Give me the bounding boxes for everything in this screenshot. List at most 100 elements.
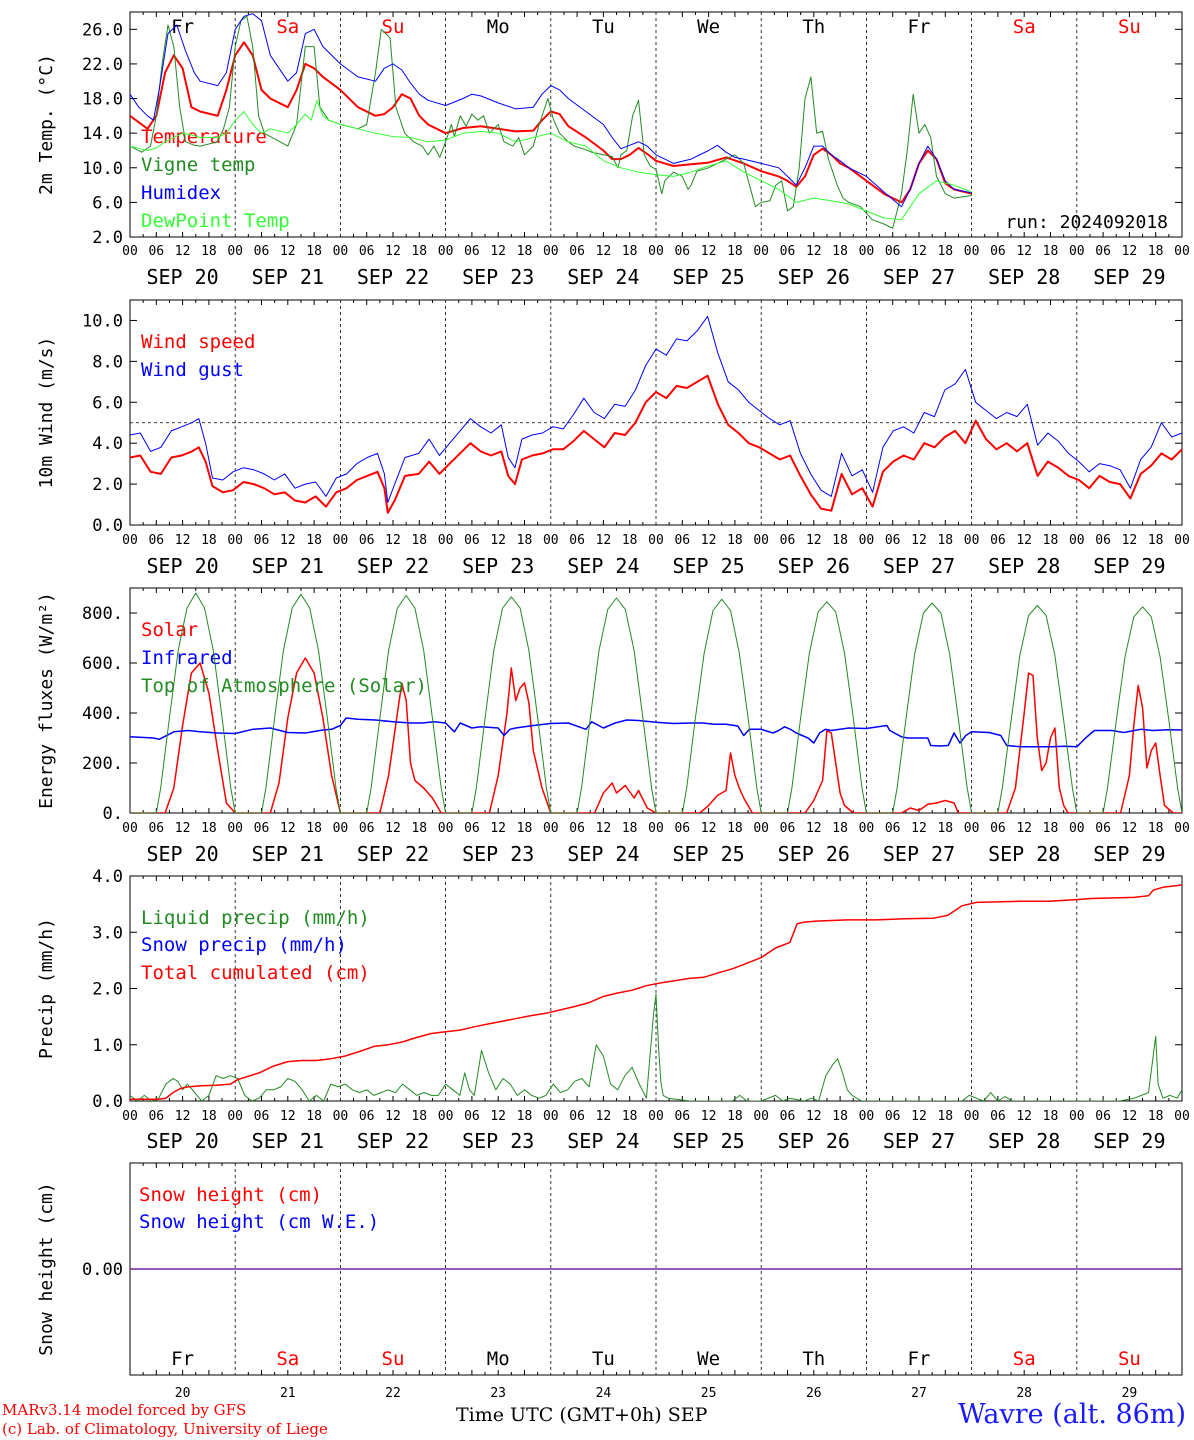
wind-hour-label: 18 xyxy=(1148,533,1164,548)
run-label: run: 2024092018 xyxy=(1005,212,1168,233)
wind-date-label: SEP 29 xyxy=(1093,554,1165,578)
flux-hour-label: 06 xyxy=(1095,821,1111,836)
snow-day-number: 20 xyxy=(175,1386,191,1401)
temp-hour-label: 12 xyxy=(280,244,296,259)
temp-hour-label: 06 xyxy=(780,244,796,259)
wind-hour-label: 12 xyxy=(596,533,612,548)
flux-hour-label: 06 xyxy=(148,821,164,836)
temp-hour-label: 06 xyxy=(1095,244,1111,259)
wind-y-axis-label: 10m Wind (m/s) xyxy=(36,337,57,489)
wind-hour-label: 06 xyxy=(674,533,690,548)
flux-hour-label: 12 xyxy=(1016,821,1032,836)
wind-date-label: SEP 25 xyxy=(672,554,744,578)
snow-day-number: 26 xyxy=(806,1386,822,1401)
wind-hour-label: 12 xyxy=(175,533,191,548)
temp-hour-label: 06 xyxy=(674,244,690,259)
flux-hour-label: 00 xyxy=(753,821,769,836)
flux-hour-label: 06 xyxy=(464,821,480,836)
precip-hour-label: 12 xyxy=(911,1109,927,1124)
temp-date-label: SEP 29 xyxy=(1093,265,1165,289)
flux-date-label: SEP 25 xyxy=(672,842,744,866)
temp-hour-label: 18 xyxy=(937,244,953,259)
precip-hour-label: 00 xyxy=(1069,1109,1085,1124)
precip-hour-label: 18 xyxy=(832,1109,848,1124)
snow-y-tick-label: 0.00 xyxy=(82,1260,123,1280)
snow-weekday-label: Th xyxy=(802,1348,825,1370)
precip-hour-label: 12 xyxy=(175,1109,191,1124)
precip-y-tick-label: 1.0 xyxy=(92,1036,123,1056)
precip-y-tick-label: 0.0 xyxy=(92,1092,123,1112)
wind-y-tick-label: 4.0 xyxy=(92,434,123,454)
snow-day-number: 24 xyxy=(596,1386,612,1401)
precip-hour-label: 12 xyxy=(701,1109,717,1124)
wind-hour-label: 12 xyxy=(490,533,506,548)
wind-hour-label: 18 xyxy=(1043,533,1059,548)
precip-hour-label: 06 xyxy=(254,1109,270,1124)
temp-date-label: SEP 25 xyxy=(672,265,744,289)
precip-hour-label: 18 xyxy=(937,1109,953,1124)
snow-weekday-label: Fr xyxy=(171,1348,194,1370)
wind-hour-label: 06 xyxy=(990,533,1006,548)
station-name: Wavre (alt. 86m) xyxy=(958,1399,1186,1430)
wind-hour-label: 00 xyxy=(753,533,769,548)
precip-hour-label: 18 xyxy=(1148,1109,1164,1124)
temp-weekday-label: We xyxy=(697,16,720,38)
model-credit: MARv3.14 model forced by GFS xyxy=(2,1401,247,1419)
temp-hour-label: 06 xyxy=(464,244,480,259)
temp-weekday-label: Su xyxy=(1118,16,1141,38)
temp-y-tick-label: 10.0 xyxy=(82,159,123,179)
flux-hour-label: 18 xyxy=(306,821,322,836)
flux-hour-label: 06 xyxy=(885,821,901,836)
snow-weekday-label: Su xyxy=(382,1348,405,1370)
precip-date-label: SEP 27 xyxy=(883,1129,955,1153)
flux-hour-label: 00 xyxy=(543,821,559,836)
snow-day-number: 27 xyxy=(911,1386,927,1401)
wind-hour-label: 18 xyxy=(517,533,533,548)
precip-hour-label: 12 xyxy=(490,1109,506,1124)
flux-frame xyxy=(129,587,1183,814)
wind-hour-label: 12 xyxy=(911,533,927,548)
precip-hour-label: 00 xyxy=(648,1109,664,1124)
flux-y-tick-label: 200. xyxy=(82,754,123,774)
flux-y-tick-label: 600. xyxy=(82,654,123,674)
wind-hour-label: 00 xyxy=(227,533,243,548)
flux-hour-label: 18 xyxy=(832,821,848,836)
temp-y-tick-label: 14.0 xyxy=(82,124,123,144)
precip-hour-label: 00 xyxy=(753,1109,769,1124)
snow-day-number: 25 xyxy=(701,1386,717,1401)
temp-date-label: SEP 22 xyxy=(357,265,429,289)
snow-legend-entry: Snow height (cm) xyxy=(139,1184,322,1206)
wind-y-tick-label: 8.0 xyxy=(92,352,123,372)
precip-date-label: SEP 26 xyxy=(778,1129,850,1153)
temp-y-tick-label: 22.0 xyxy=(82,55,123,75)
flux-hour-label: 00 xyxy=(859,821,875,836)
wind-hour-label: 00 xyxy=(1174,533,1190,548)
flux-date-label: SEP 29 xyxy=(1093,842,1165,866)
flux-hour-label: 12 xyxy=(596,821,612,836)
wind-date-label: SEP 24 xyxy=(567,554,639,578)
precip-date-label: SEP 21 xyxy=(252,1129,324,1153)
snow-weekday-label: Sa xyxy=(276,1348,299,1370)
snow-weekday-label: Sa xyxy=(1013,1348,1036,1370)
flux-hour-label: 12 xyxy=(701,821,717,836)
precip-y-tick-label: 3.0 xyxy=(92,923,123,943)
snow-weekday-label: Mo xyxy=(487,1348,510,1370)
flux-date-label: SEP 22 xyxy=(357,842,429,866)
temp-legend-entry: Vigne temp xyxy=(141,154,255,176)
flux-hour-label: 00 xyxy=(438,821,454,836)
flux-hour-label: 00 xyxy=(964,821,980,836)
temp-hour-label: 12 xyxy=(1122,244,1138,259)
wind-date-label: SEP 26 xyxy=(778,554,850,578)
flux-hour-label: 18 xyxy=(517,821,533,836)
wind-hour-label: 06 xyxy=(780,533,796,548)
wind-series-line xyxy=(130,374,1182,514)
flux-hour-label: 00 xyxy=(1174,821,1190,836)
temp-series-line xyxy=(130,15,972,229)
precip-hour-label: 00 xyxy=(227,1109,243,1124)
temp-hour-label: 06 xyxy=(990,244,1006,259)
temp-hour-label: 12 xyxy=(385,244,401,259)
temp-y-tick-label: 26.0 xyxy=(82,20,123,40)
temp-weekday-label: Th xyxy=(802,16,825,38)
temp-series-line xyxy=(130,99,972,221)
